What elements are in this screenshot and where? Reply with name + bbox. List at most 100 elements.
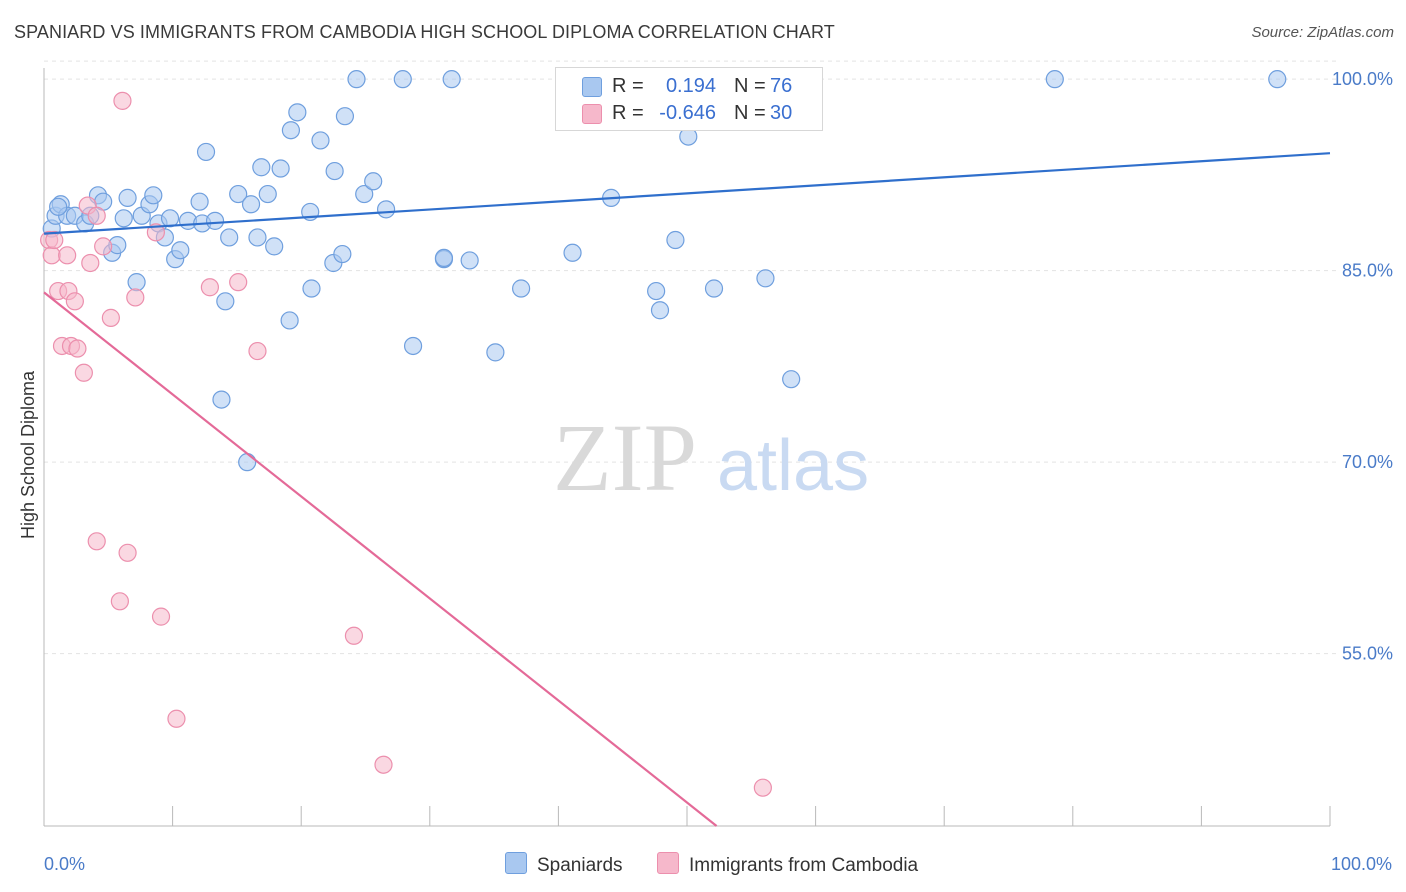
cambodia-point — [94, 237, 113, 256]
bottom-legend-label: Immigrants from Cambodia — [689, 855, 919, 876]
cambodia-point — [229, 273, 248, 292]
spaniard-point — [325, 161, 344, 181]
cambodia-point — [87, 532, 106, 551]
spaniard-point — [216, 292, 235, 311]
spaniard-point — [241, 195, 261, 214]
spaniard-point — [265, 237, 284, 256]
legend-r-value: -0.646 — [659, 102, 716, 124]
spaniard-point — [335, 107, 355, 126]
spaniard-point — [756, 269, 775, 288]
legend-n-label: N = — [734, 102, 766, 124]
legend-n-value: 30 — [770, 102, 793, 124]
legend-n-value: 76 — [770, 75, 793, 97]
spaniard-point — [647, 281, 666, 301]
y-tick-label: 85.0% — [1342, 261, 1393, 281]
watermark: ZIP atlas — [553, 404, 869, 511]
spaniard-point — [393, 70, 412, 89]
spaniard-point — [333, 244, 352, 264]
spaniard-point — [376, 200, 396, 219]
points-layer — [40, 70, 1287, 797]
cambodia-point — [344, 626, 364, 645]
spaniard-point — [190, 192, 209, 211]
spaniard-point — [442, 70, 461, 89]
spaniard-point — [460, 251, 479, 270]
y-axis-label: High School Diploma — [18, 370, 38, 539]
stats-legend: R = 0.194 N = 76 R = -0.646 N = 30 — [555, 67, 823, 131]
cambodia-point — [167, 709, 186, 728]
spaniard-point — [118, 188, 137, 207]
spaniard-point — [782, 370, 801, 389]
spaniard-point — [171, 241, 190, 260]
trend-layer — [43, 152, 1331, 827]
x-tick-label: 0.0% — [44, 854, 85, 874]
y-tick-label: 70.0% — [1342, 452, 1393, 472]
spaniard-point — [347, 70, 366, 89]
source-label: Source: ZipAtlas.com — [1251, 24, 1394, 41]
cambodia-point — [74, 363, 93, 382]
cambodia-point — [200, 278, 219, 297]
spaniard-point — [666, 230, 685, 250]
spaniard-point — [160, 209, 180, 228]
legend-r-value: 0.194 — [665, 75, 716, 97]
spaniard-point — [311, 131, 330, 150]
cambodia-point — [113, 91, 132, 110]
spaniard-point — [302, 279, 321, 298]
watermark-zip: ZIP — [553, 404, 697, 511]
spaniard-point — [704, 279, 724, 298]
cambodia-point — [118, 543, 137, 562]
cambodia-trendline — [43, 291, 718, 827]
legend-r-label: R = — [612, 75, 644, 97]
cambodia-point — [81, 253, 100, 273]
cambodia-point — [146, 223, 165, 242]
bottom-legend-label: Spaniards — [537, 855, 623, 876]
cambodia-point — [87, 206, 106, 225]
chart-title: SPANIARD VS IMMIGRANTS FROM CAMBODIA HIG… — [14, 22, 835, 42]
spaniard-point — [486, 343, 505, 362]
spaniard-point — [252, 158, 271, 177]
legend-swatch-spaniards — [582, 77, 602, 97]
spaniard-point — [144, 186, 163, 205]
spaniard-point — [1045, 70, 1064, 89]
spaniard-point — [49, 197, 68, 216]
cambodia-point — [42, 246, 61, 265]
spaniards-trendline — [43, 152, 1331, 235]
legend-n-label: N = — [734, 75, 766, 97]
spaniard-point — [288, 103, 307, 122]
cambodia-point — [151, 607, 171, 626]
cambodia-point — [45, 230, 64, 250]
cambodia-point — [65, 292, 84, 311]
cambodia-point — [248, 341, 267, 361]
spaniard-point — [1268, 70, 1287, 89]
x-tick-label: 100.0% — [1331, 854, 1392, 874]
legend-r-label: R = — [612, 102, 644, 124]
spaniard-point — [205, 211, 225, 230]
spaniard-point — [280, 311, 299, 330]
spaniard-point — [114, 209, 133, 228]
bottom-legend-spaniards[interactable]: Spaniards — [505, 852, 623, 877]
y-tick-label: 55.0% — [1342, 644, 1393, 664]
spaniard-point — [563, 243, 582, 262]
legend-row-spaniards: R = 0.194 N = 76 — [556, 72, 822, 102]
watermark-atlas: atlas — [717, 426, 869, 506]
grid-layer — [44, 60, 1340, 655]
cambodia-point — [68, 339, 87, 358]
cambodia-point — [126, 288, 145, 307]
bottom-legend-swatch-cambodia — [657, 852, 679, 874]
spaniard-point — [281, 121, 301, 140]
cambodia-point — [753, 778, 772, 797]
y-tick-label: 100.0% — [1332, 69, 1393, 89]
spaniard-point — [403, 336, 423, 356]
bottom-legend-swatch-spaniards — [505, 852, 527, 874]
bottom-legend-cambodia[interactable]: Immigrants from Cambodia — [657, 852, 918, 877]
spaniard-point — [127, 273, 146, 292]
spaniard-point — [212, 390, 231, 409]
spaniard-point — [364, 172, 383, 191]
cambodia-point — [101, 308, 120, 327]
spaniard-point — [434, 248, 454, 267]
cambodia-point — [58, 246, 77, 265]
legend-swatch-cambodia — [582, 104, 602, 124]
spaniard-point — [512, 279, 531, 298]
legend-row-cambodia: R = -0.646 N = 30 — [556, 99, 822, 129]
spaniard-point — [220, 228, 239, 247]
